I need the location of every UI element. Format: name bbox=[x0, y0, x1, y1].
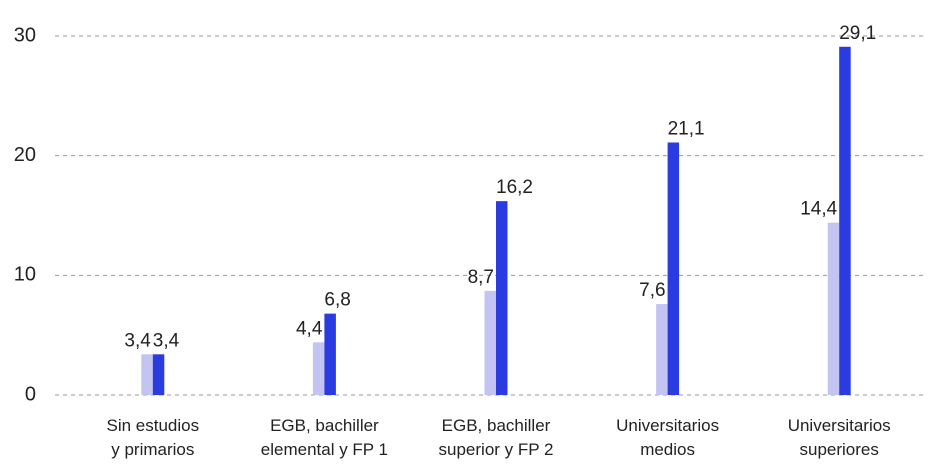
x-tick-label: Universitarios medios bbox=[616, 416, 719, 459]
bar bbox=[484, 290, 496, 395]
bar bbox=[656, 304, 668, 395]
y-tick-label: 20 bbox=[14, 144, 36, 166]
bar bbox=[141, 354, 153, 395]
x-tick-label: Sin estudios y primarios bbox=[106, 416, 199, 459]
bar bbox=[312, 342, 325, 395]
value-label: 3,4 bbox=[153, 330, 180, 351]
value-label: 16,2 bbox=[496, 177, 533, 198]
value-label: 21,1 bbox=[668, 119, 705, 140]
bar bbox=[496, 201, 508, 395]
value-label: 3,4 bbox=[124, 330, 151, 351]
value-label: 6,8 bbox=[324, 290, 350, 311]
value-label: 8,7 bbox=[468, 267, 494, 288]
x-tick-label: EGB, bachiller elemental y FP 1 bbox=[261, 416, 388, 459]
bar bbox=[839, 46, 851, 396]
bar bbox=[324, 313, 336, 395]
value-label: 29,1 bbox=[839, 23, 876, 44]
y-tick-label: 10 bbox=[14, 264, 36, 286]
x-tick-label: EGB, bachiller superior y FP 2 bbox=[439, 416, 554, 459]
value-label: 7,6 bbox=[639, 280, 665, 301]
bar bbox=[827, 222, 840, 395]
y-tick-label: 0 bbox=[25, 383, 36, 405]
value-label: 14,4 bbox=[800, 199, 837, 220]
bar bbox=[667, 142, 680, 395]
x-tick-label: Universitarios superiores bbox=[788, 416, 891, 459]
y-tick-label: 30 bbox=[14, 24, 36, 46]
value-label: 4,4 bbox=[296, 318, 323, 339]
bar bbox=[152, 354, 165, 395]
